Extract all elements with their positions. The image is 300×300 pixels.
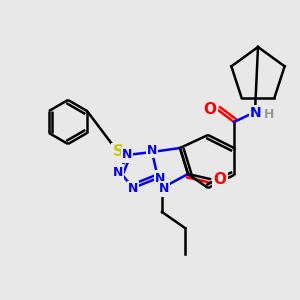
Text: O: O [203, 103, 217, 118]
Text: N: N [155, 172, 165, 184]
Text: N: N [250, 106, 262, 120]
Text: N: N [147, 143, 157, 157]
Text: N: N [122, 148, 132, 161]
Text: N: N [159, 182, 169, 196]
Text: O: O [214, 172, 226, 187]
Text: H: H [264, 109, 274, 122]
Text: N: N [128, 182, 138, 196]
Text: S: S [112, 145, 124, 160]
Text: N: N [113, 166, 123, 178]
